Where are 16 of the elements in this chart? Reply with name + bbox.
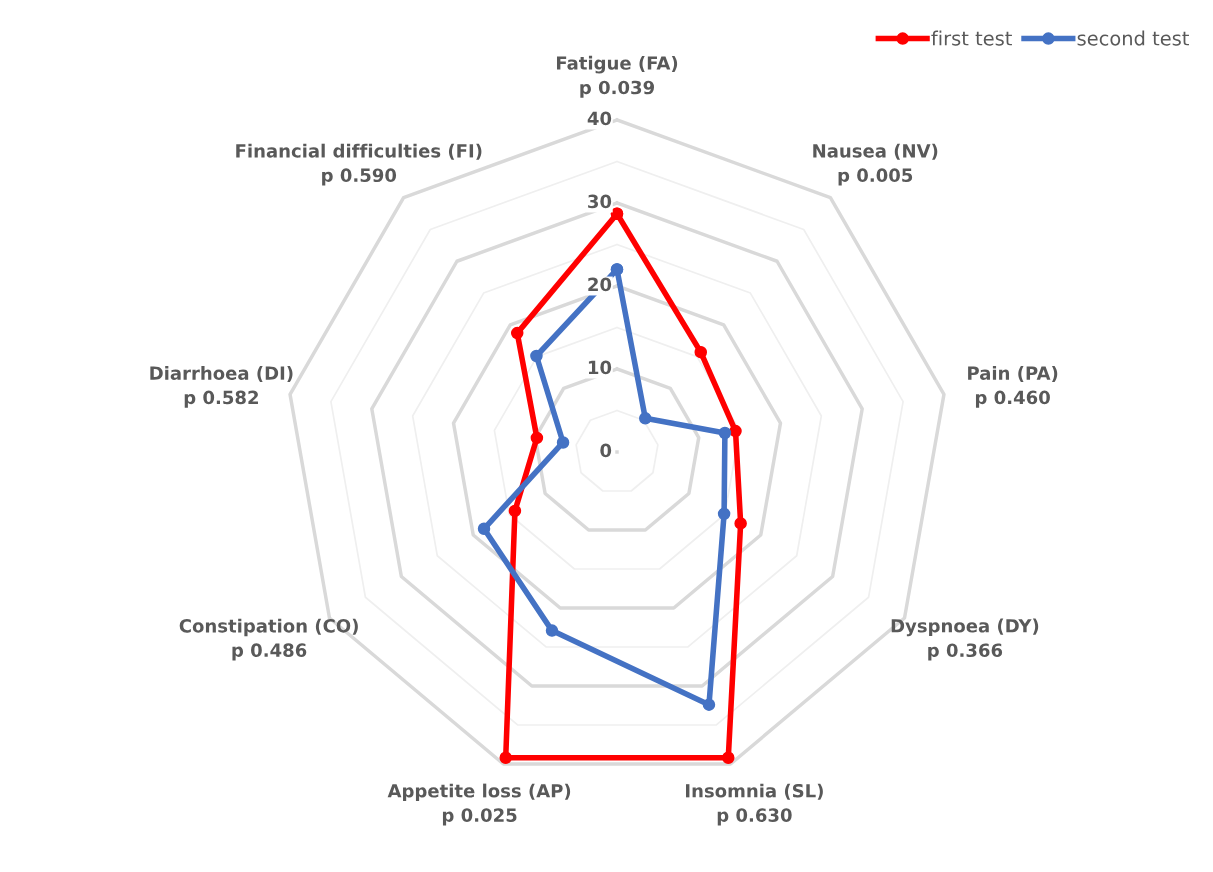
spoke-label: Constipation (CO) p 0.486 [179,618,358,661]
y-tick-label: 40 [587,111,612,126]
spoke-label: Pain (PA) p 0.460 [968,365,1058,408]
y-tick-label: 10 [588,360,612,375]
spoke-label: Diarrhoea (DI) p 0.582 [150,365,293,408]
spoke-label: Fatigue (FA) p 0.039 [557,55,678,98]
legend-label: second test [1077,30,1189,46]
spoke-label: Dyspnoea (DY) p 0.366 [891,618,1039,661]
spoke-label: Appetite loss (AP) p 0.025 [387,783,571,826]
spoke-label: Nausea (NV) p 0.005 [813,143,938,186]
y-tick-label: 0 [600,443,612,458]
legend-label: first test [931,30,1012,46]
spoke-label: Financial difficulties (FI) p 0.590 [236,143,482,186]
spoke-label: Insomnia (SL) p 0.630 [686,783,823,826]
y-tick-label: 30 [588,194,612,209]
y-tick-label: 20 [588,277,612,292]
